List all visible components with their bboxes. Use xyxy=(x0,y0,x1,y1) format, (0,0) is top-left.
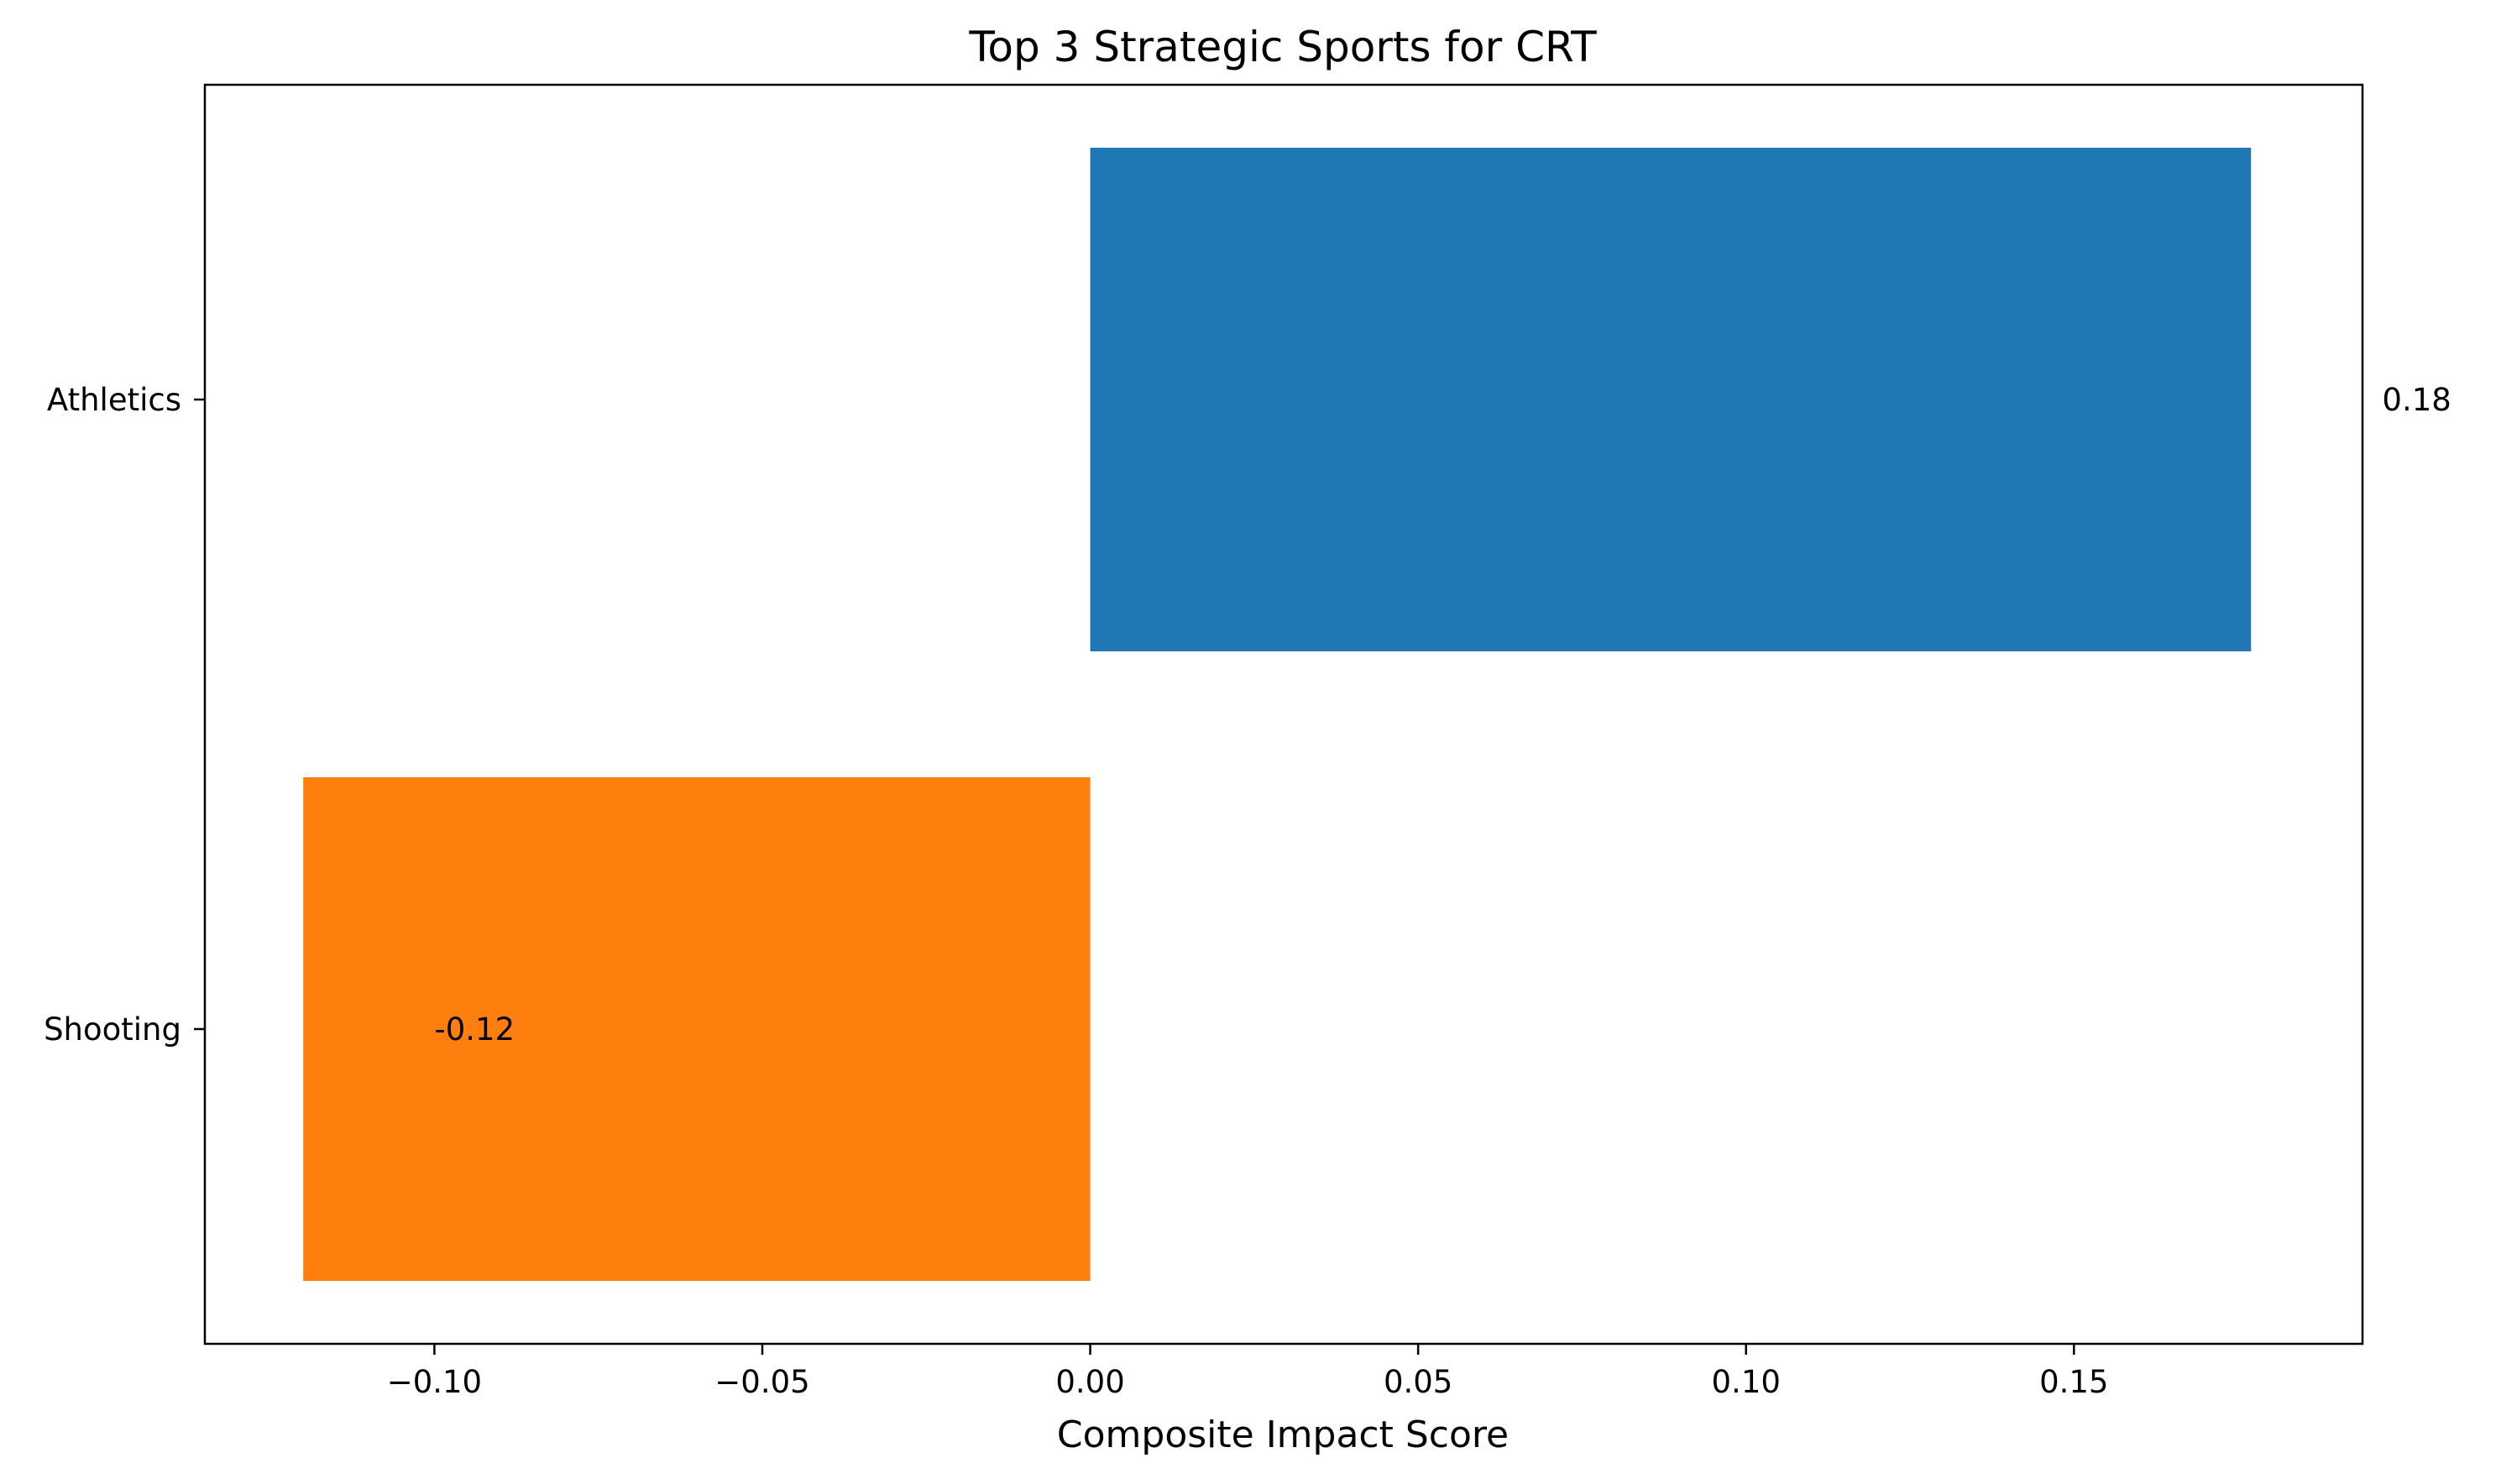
x-axis-label: Composite Impact Score xyxy=(1057,1413,1509,1456)
y-axis-ticks: Athletics Shooting xyxy=(44,382,205,1048)
data-labels-layer: 0.18 -0.12 xyxy=(434,382,2451,1048)
bar-athletics xyxy=(1090,148,2252,651)
bars-layer xyxy=(303,148,2252,1281)
x-tick-label: 0.10 xyxy=(1712,1364,1781,1400)
plot-area-frame xyxy=(203,83,2364,1346)
data-label-athletics: 0.18 xyxy=(2382,382,2451,418)
x-tick-label: 0.15 xyxy=(2039,1364,2108,1400)
x-tick-label: −0.10 xyxy=(387,1364,482,1400)
x-tick-label: 0.00 xyxy=(1055,1364,1124,1400)
data-label-shooting: -0.12 xyxy=(434,1011,515,1048)
bar-shooting xyxy=(303,777,1091,1281)
x-axis-ticks: −0.10 −0.05 0.00 0.05 0.10 0.15 xyxy=(387,1344,2108,1400)
y-tick-label-shooting: Shooting xyxy=(44,1011,181,1048)
chart-title: Top 3 Strategic Sports for CRT xyxy=(968,23,1597,71)
x-tick-label: −0.05 xyxy=(714,1364,809,1400)
y-tick-label-athletics: Athletics xyxy=(47,382,181,418)
x-tick-label: 0.05 xyxy=(1384,1364,1452,1400)
